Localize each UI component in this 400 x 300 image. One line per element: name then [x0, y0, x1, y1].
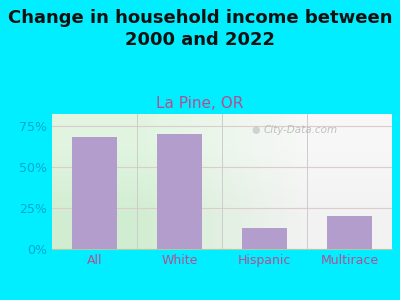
Text: La Pine, OR: La Pine, OR	[156, 96, 244, 111]
Text: Change in household income between
2000 and 2022: Change in household income between 2000 …	[8, 9, 392, 49]
Bar	[158, 134, 202, 249]
Text: ●: ●	[252, 125, 260, 135]
Text: City-Data.com: City-Data.com	[263, 125, 337, 135]
Bar	[242, 228, 286, 249]
Bar	[327, 216, 372, 249]
Bar	[72, 137, 117, 249]
